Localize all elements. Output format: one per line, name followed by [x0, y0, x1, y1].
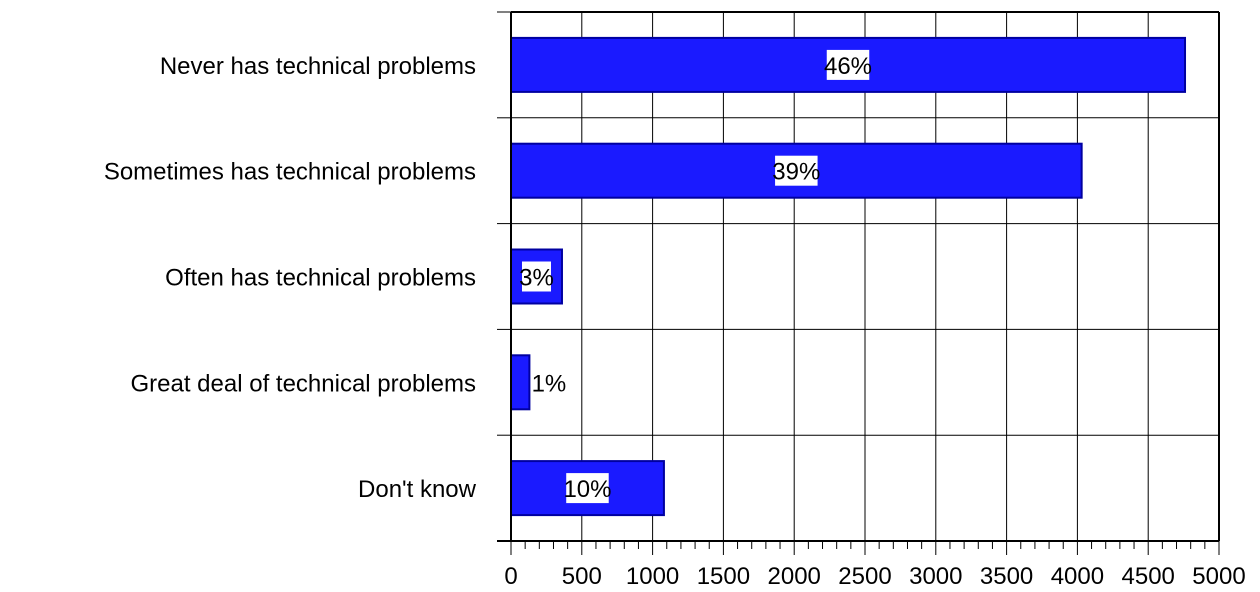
data-label-background [826, 49, 870, 80]
grid-layer [511, 12, 1219, 541]
category-label: Sometimes has technical problems [104, 159, 476, 186]
x-tick-label: 1000 [626, 563, 679, 590]
category-label: Often has technical problems [165, 265, 476, 292]
data-label-background [566, 473, 609, 504]
x-tick-label: 4500 [1122, 563, 1175, 590]
data-label: 3% [519, 265, 554, 292]
x-tick-label: 2000 [768, 563, 821, 590]
x-tick-label: 3500 [980, 563, 1033, 590]
category-label: Don't know [358, 476, 477, 503]
category-label: Great deal of technical problems [130, 370, 476, 397]
data-label-background [775, 155, 818, 186]
x-tick-label: 3000 [909, 563, 962, 590]
data-label-background [521, 261, 551, 292]
bar [510, 354, 531, 411]
data-label: 46% [824, 53, 872, 80]
axis-layer [497, 11, 1220, 555]
x-tick-label: 4000 [1051, 563, 1104, 590]
x-tick-label: 1500 [697, 563, 750, 590]
labels-layer: 0 500 1000 1500 2000 2500 3000 3500 4000 4500 5000… [104, 49, 1246, 590]
x-tick-label: 500 [562, 563, 602, 590]
data-label: 10% [563, 476, 611, 503]
category-label: Never has technical problems [160, 53, 476, 80]
data-label: 1% [532, 370, 567, 397]
data-label: 39% [772, 159, 820, 186]
bars-layer [510, 36, 1187, 517]
x-tick-label: 2500 [838, 563, 891, 590]
x-tick-label: 0 [504, 563, 517, 590]
x-tick-label: 5000 [1192, 563, 1245, 590]
